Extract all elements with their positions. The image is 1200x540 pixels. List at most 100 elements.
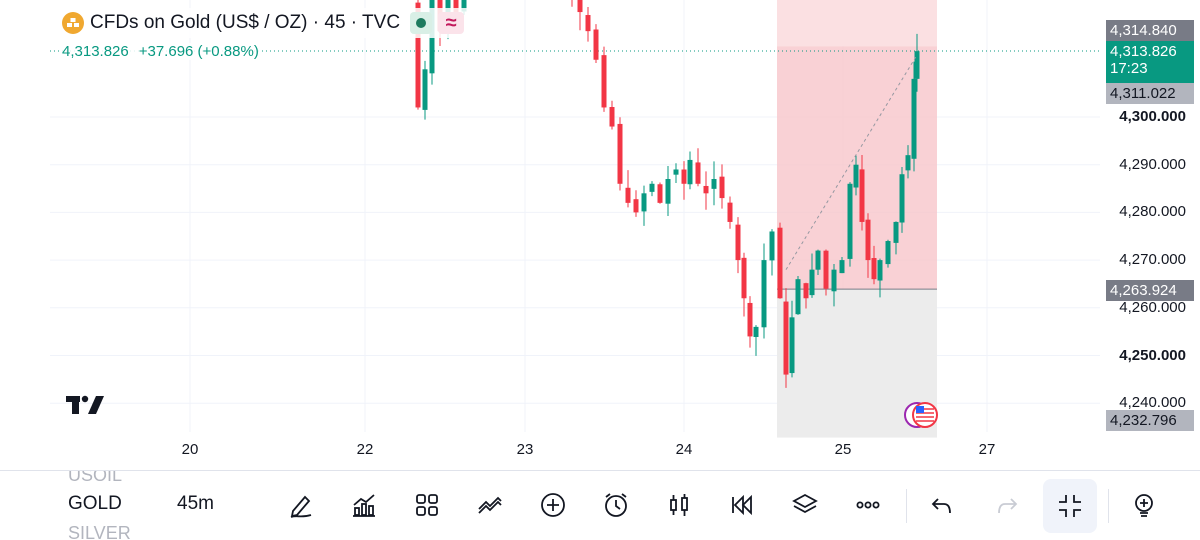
- ideas-icon[interactable]: [1124, 485, 1164, 525]
- chart-canvas[interactable]: [0, 0, 1200, 470]
- undo-icon[interactable]: [922, 485, 962, 525]
- candle-up: [885, 241, 891, 265]
- stop-zone-top: [777, 0, 937, 47]
- candle-up: [665, 179, 671, 204]
- candle-down: [625, 187, 631, 203]
- candle-down: [735, 224, 741, 261]
- candle-down: [593, 29, 599, 60]
- price-tick-3: 4,270.000: [1119, 251, 1186, 269]
- candle-down: [695, 162, 701, 184]
- candle-up: [461, 0, 467, 12]
- candle-down: [823, 250, 829, 289]
- candle-down: [747, 302, 753, 337]
- candle-up: [914, 51, 920, 79]
- candle-down: [453, 0, 459, 13]
- candle-up: [641, 193, 647, 212]
- price-tick-2: 4,280.000: [1119, 203, 1186, 221]
- candle-down: [727, 202, 733, 222]
- bottom-toolbar: USOIL GOLD SILVER 45m: [0, 470, 1200, 540]
- candle-up: [769, 231, 775, 261]
- candle-up: [815, 250, 821, 270]
- candle-down: [859, 169, 865, 222]
- interval-button[interactable]: 45m: [177, 493, 214, 514]
- date-tick-24: 24: [675, 441, 693, 458]
- candle-down: [703, 185, 709, 194]
- candle-type-icon[interactable]: [659, 485, 699, 525]
- candle-down: [585, 15, 591, 32]
- fullscreen-exit-icon[interactable]: [1043, 479, 1097, 533]
- price-change: +37.696 (+0.88%): [138, 43, 259, 60]
- more-icon[interactable]: [848, 485, 888, 525]
- stop-price-label: 4,232.796: [1106, 410, 1194, 431]
- candle-up: [839, 260, 845, 274]
- indicators-icon[interactable]: [344, 485, 384, 525]
- entry-price-label: 4,263.924: [1106, 280, 1194, 301]
- price-tick-6: 4,240.000: [1119, 394, 1186, 412]
- price-tick-5: 4,250.000: [1119, 346, 1186, 364]
- date-tick-23: 23: [516, 441, 534, 458]
- layout-icon[interactable]: [407, 485, 447, 525]
- redo-icon[interactable]: [987, 485, 1027, 525]
- candle-down: [871, 258, 877, 280]
- candle-down: [657, 184, 663, 203]
- candle-up: [877, 260, 883, 281]
- symbol-prev[interactable]: USOIL: [68, 471, 123, 485]
- candle-down: [681, 169, 687, 184]
- candle-up: [422, 69, 428, 110]
- toolbar-divider: [906, 489, 907, 523]
- candle-up: [893, 221, 899, 243]
- date-tick-20: 20: [181, 441, 199, 458]
- candle-down: [577, 0, 583, 13]
- candle-up: [899, 174, 905, 223]
- candle-up: [673, 169, 679, 175]
- add-icon[interactable]: [533, 485, 573, 525]
- layers-icon[interactable]: [785, 485, 825, 525]
- candle-down: [633, 199, 639, 213]
- toolbar-divider-2: [1108, 489, 1109, 523]
- symbol-title[interactable]: CFDs on Gold (US$ / OZ) · 45 · TVC: [90, 12, 401, 33]
- date-tick-25: 25: [834, 441, 852, 458]
- candle-down: [865, 219, 871, 261]
- candle-down: [601, 55, 607, 108]
- candle-down: [741, 257, 747, 299]
- alert-icon[interactable]: [596, 485, 636, 525]
- current-price-label: 4,313.826 17:23: [1106, 41, 1194, 85]
- candle-up: [795, 279, 801, 315]
- candle-down: [415, 2, 421, 108]
- pen-icon[interactable]: [281, 485, 321, 525]
- bar-countdown: 17:23: [1110, 60, 1148, 77]
- last-price: 4,313.826: [62, 43, 129, 60]
- candle-up: [853, 164, 859, 188]
- symbol-header[interactable]: CFDs on Gold (US$ / OZ) · 45 · TVC ≈: [62, 8, 471, 38]
- market-open-icon[interactable]: [410, 12, 433, 34]
- compare-icon[interactable]: [470, 485, 510, 525]
- candle-up: [649, 183, 655, 192]
- candle-up: [687, 159, 693, 185]
- price-tick-4: 4,260.000: [1119, 298, 1186, 316]
- symbol-next[interactable]: SILVER: [68, 523, 131, 540]
- symbol-picker[interactable]: USOIL GOLD SILVER: [68, 471, 158, 540]
- upper-price-label: 4,311.022: [1106, 83, 1194, 104]
- replay-icon[interactable]: [722, 485, 762, 525]
- candle-down: [719, 176, 725, 199]
- candle-up: [831, 269, 837, 292]
- candle-down: [777, 227, 783, 299]
- approx-icon[interactable]: ≈: [438, 12, 465, 34]
- candle-up: [847, 183, 853, 259]
- candle-down: [803, 283, 809, 299]
- chart-area[interactable]: CFDs on Gold (US$ / OZ) · 45 · TVC ≈ 4,3…: [0, 0, 1200, 470]
- candle-up: [761, 260, 767, 328]
- date-tick-22: 22: [356, 441, 374, 458]
- price-tick-0: 4,300.000: [1119, 108, 1186, 125]
- candle-up: [911, 78, 917, 159]
- flag-canton: [916, 406, 924, 413]
- tradingview-logo-icon[interactable]: [66, 394, 106, 421]
- candle-up: [753, 326, 759, 337]
- candle-up: [711, 179, 717, 189]
- symbol-current[interactable]: GOLD: [68, 493, 122, 514]
- candle-up: [789, 317, 795, 374]
- target-price-label: 4,314.840: [1106, 20, 1194, 41]
- candle-down: [617, 123, 623, 184]
- candle-up: [809, 269, 815, 296]
- date-tick-27: 27: [978, 441, 996, 458]
